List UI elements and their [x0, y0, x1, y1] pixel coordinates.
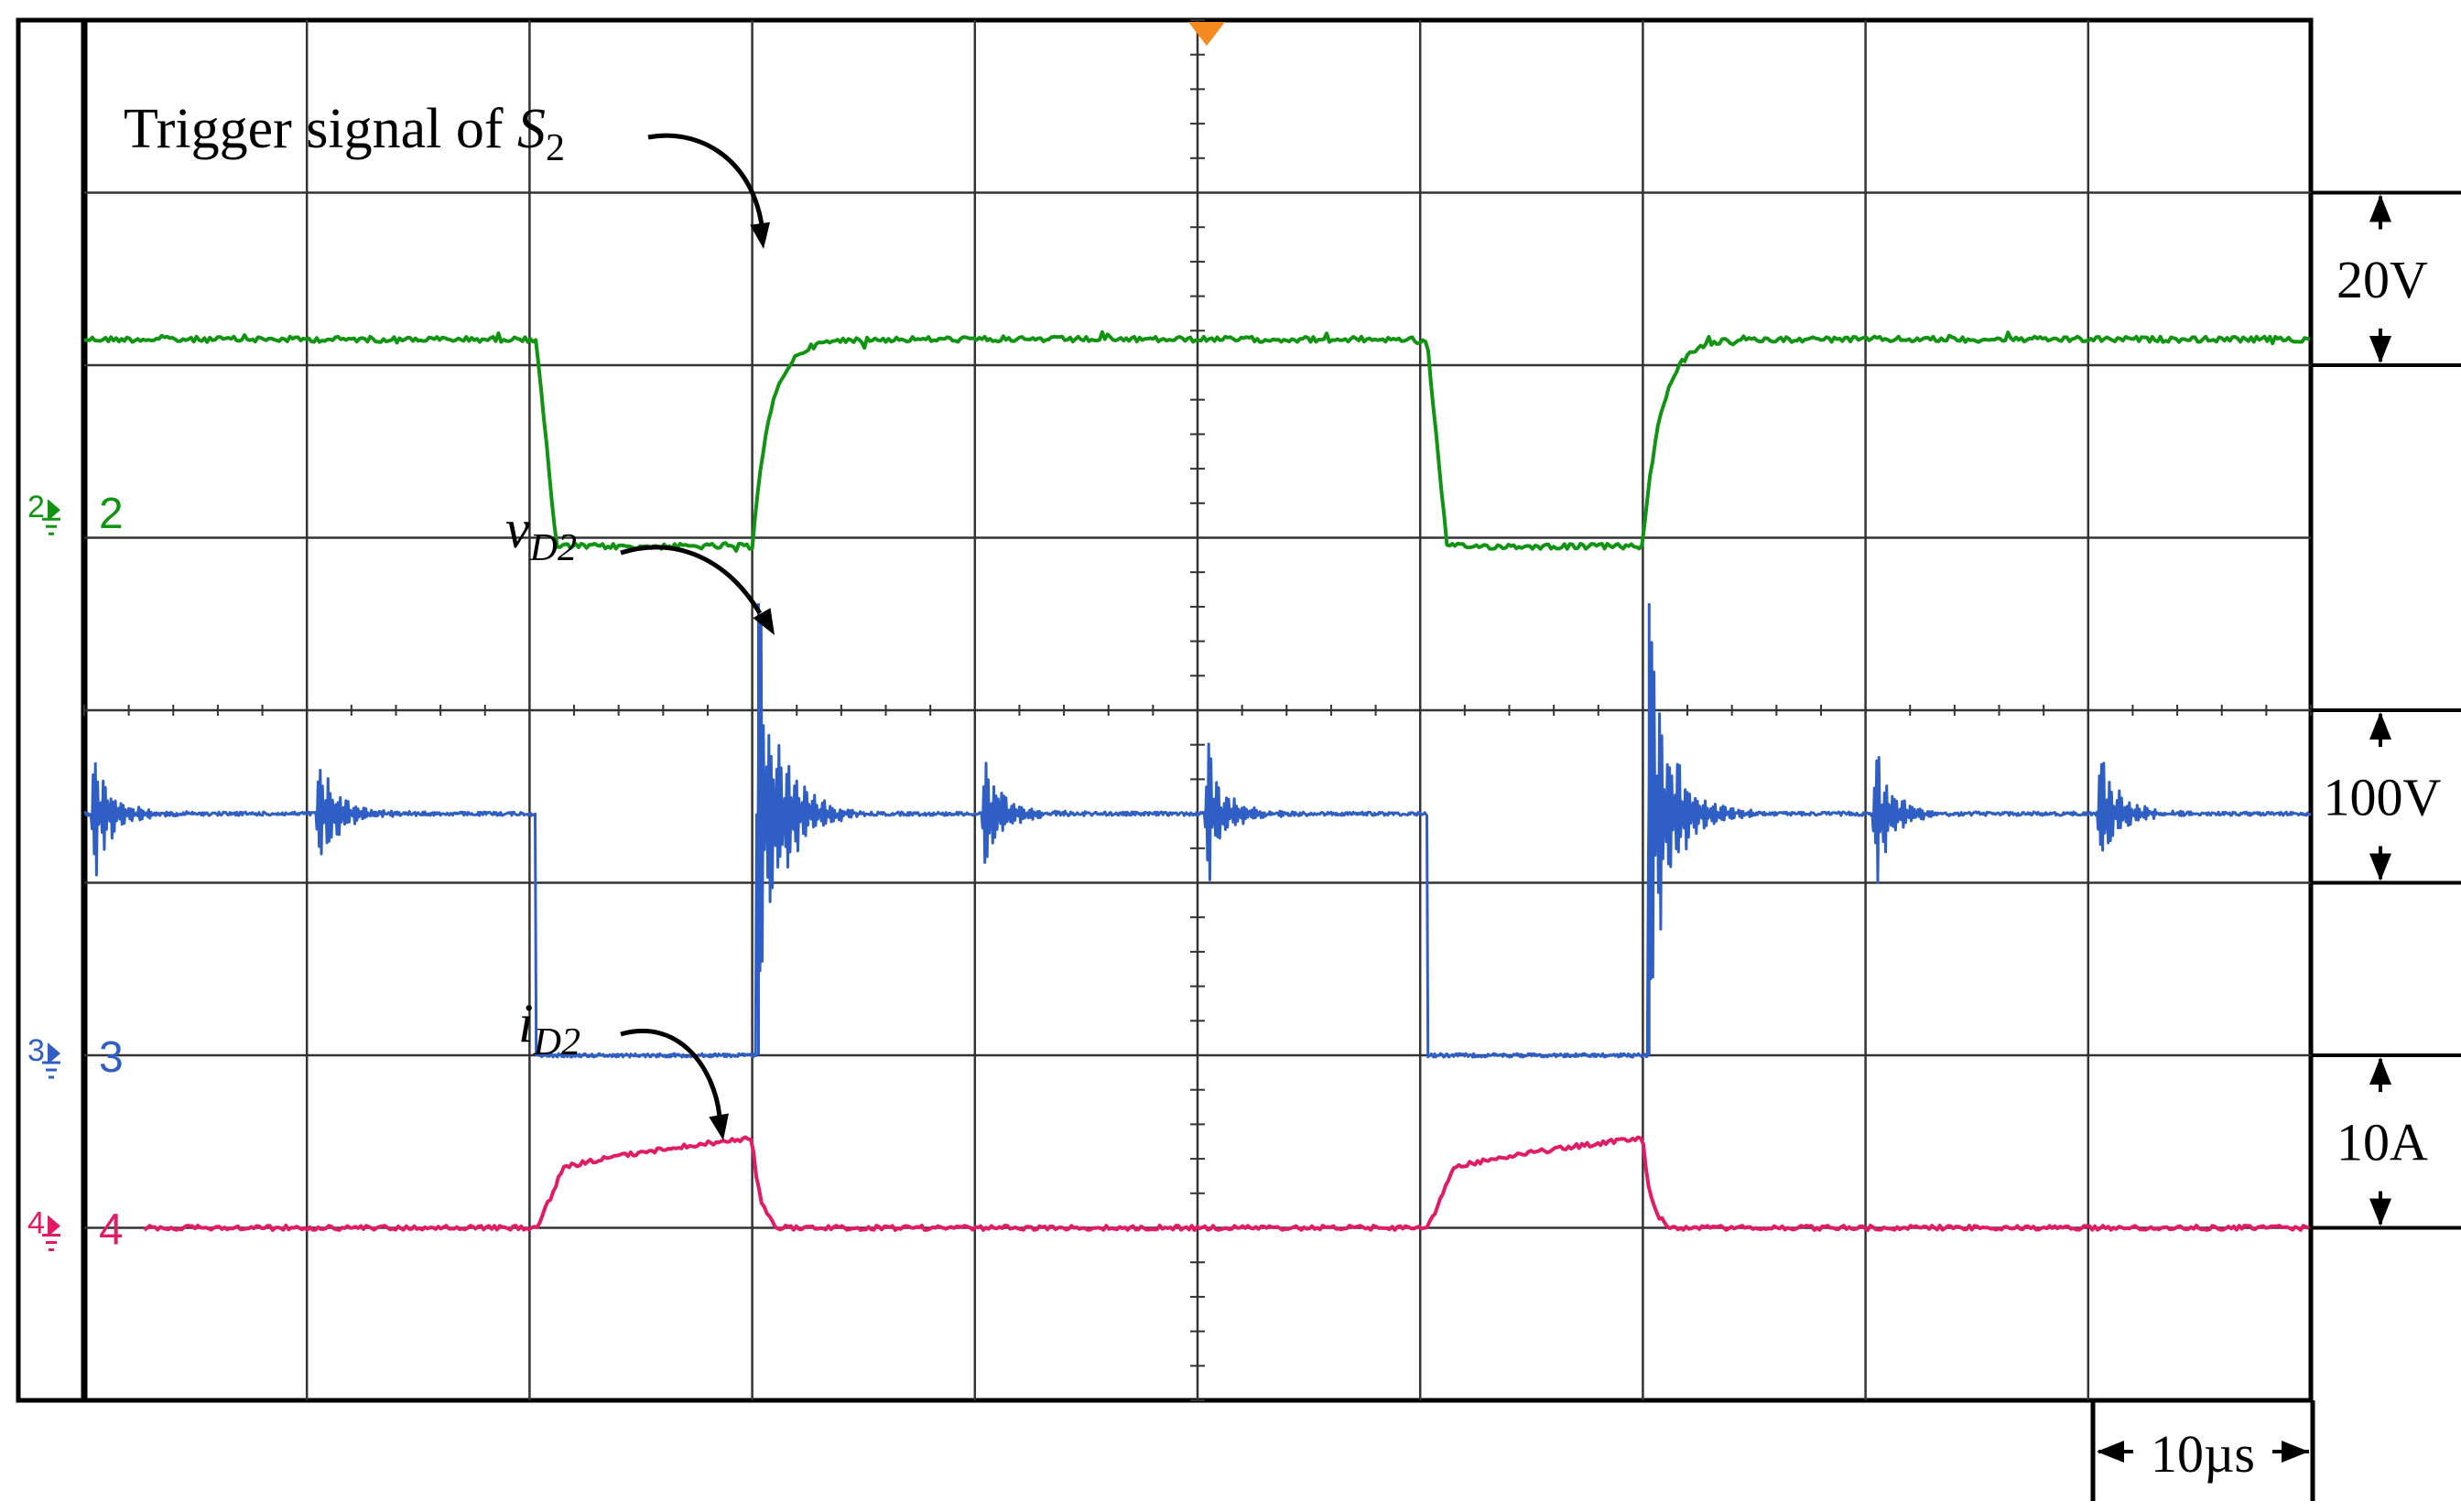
id2-annotation: iD2	[518, 993, 580, 1064]
channel-3-trace	[83, 619, 2312, 1059]
arrow-head-icon	[753, 608, 775, 635]
arrow-curve	[647, 133, 764, 226]
vd2-arrow	[620, 545, 775, 635]
scale-label-background	[2315, 1108, 2457, 1175]
trigger-position-marker	[1188, 22, 1225, 46]
time-scale-bar: 10µs	[2090, 1400, 2315, 1501]
scale-arrow-down-icon	[2369, 336, 2391, 363]
channel-label: 2	[99, 490, 124, 538]
channel-label: 4	[99, 1206, 124, 1255]
arrow-curve	[620, 1028, 722, 1118]
scale-arrow-up-icon	[2369, 1057, 2391, 1085]
channel-4-trace	[143, 1135, 2310, 1232]
scale-bar-channel-4: 10A	[2311, 1053, 2461, 1230]
center-axis-ticks	[83, 19, 2312, 1401]
trigger-signal-annotation: Trigger signal of S2	[124, 98, 565, 169]
scale-arrow-up-icon	[2369, 712, 2391, 740]
trigger-arrow	[647, 133, 770, 249]
annotation-arrows	[620, 133, 775, 1140]
scale-bar-channel-3: 100V	[2311, 708, 2461, 885]
channel-ground-number: 2	[27, 490, 45, 524]
arrow-head-icon	[709, 1113, 729, 1140]
arrow-head-icon	[750, 221, 770, 249]
scale-label: 10A	[2336, 1112, 2428, 1172]
time-scale-label: 10µs	[2151, 1424, 2255, 1484]
scale-bar-channel-2: 20V	[2311, 190, 2461, 367]
channel-ground-number: 3	[27, 1033, 45, 1068]
scale-label-background	[2315, 245, 2457, 312]
scale-label: 100V	[2324, 767, 2442, 826]
arrow-curve	[620, 545, 763, 615]
channel-ground-number: 4	[27, 1206, 45, 1241]
channel-markers: 2 23 34 4	[27, 490, 124, 1254]
scale-label-background	[2315, 763, 2457, 830]
ground-marker-icon	[48, 1042, 60, 1064]
scale-arrow-up-icon	[2369, 194, 2391, 222]
scale-bars: 20V 100V 10A	[2311, 190, 2461, 1230]
ground-marker-icon	[48, 1215, 60, 1237]
channel-2-trace	[83, 329, 2311, 553]
traces	[83, 329, 2312, 1232]
scale-arrow-down-icon	[2369, 1198, 2391, 1226]
graticule	[16, 17, 2314, 1403]
channel-label: 3	[99, 1033, 124, 1082]
scale-arrow-down-icon	[2369, 853, 2391, 881]
vd2-annotation: vD2	[505, 499, 577, 569]
id2-arrow	[620, 1028, 729, 1140]
scale-label: 20V	[2336, 250, 2428, 309]
ground-marker-icon	[48, 499, 60, 522]
